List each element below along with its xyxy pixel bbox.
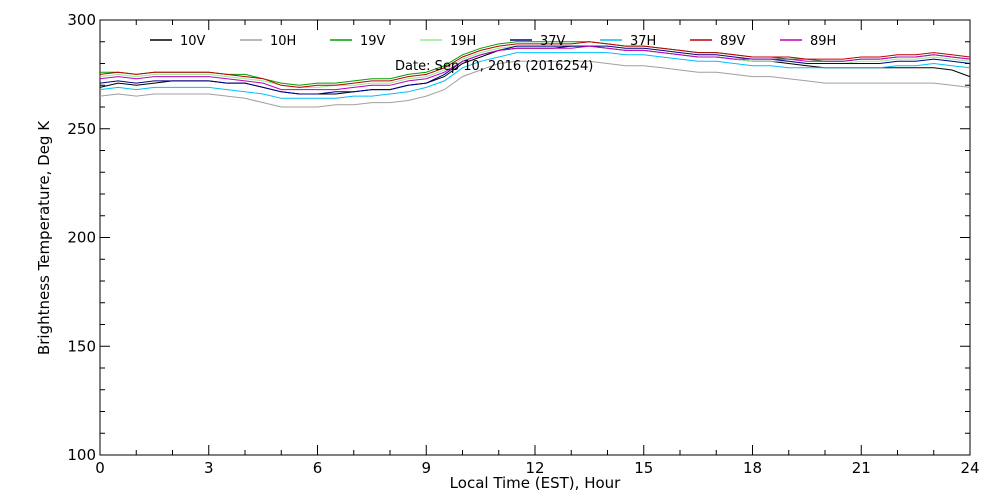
legend-label-19v: 19V: [360, 34, 386, 49]
x-tick-label: 12: [525, 459, 544, 477]
x-tick-label: 18: [743, 459, 762, 477]
series-line-37v: [99, 45, 971, 95]
series-line-10h: [99, 60, 971, 108]
axis-ticks: 0 3 6 9 12 15 18 21 24 100 150 200 250 300: [67, 11, 979, 477]
y-tick-label: 300: [67, 11, 96, 29]
x-tick-label: 6: [313, 459, 323, 477]
y-tick-label: 250: [67, 120, 96, 138]
x-tick-label: 0: [95, 459, 105, 477]
y-tick-label: 150: [67, 337, 96, 355]
legend-label-37h: 37H: [630, 34, 656, 49]
series-line-89h: [99, 45, 971, 91]
x-tick-label: 24: [960, 459, 979, 477]
series-line-89v: [99, 41, 971, 88]
x-axis-title: Local Time (EST), Hour: [450, 474, 621, 492]
y-tick-label: 200: [67, 229, 96, 247]
legend-label-19h: 19H: [450, 34, 476, 49]
x-tick-label: 3: [204, 459, 214, 477]
series-line-37h: [99, 52, 971, 99]
legend-label-89h: 89H: [810, 34, 836, 49]
plot-frame: [99, 19, 971, 456]
y-axis-title: Brightness Temperature, Deg K: [35, 120, 53, 355]
x-tick-label: 21: [852, 459, 871, 477]
series-lines: [99, 41, 971, 108]
x-tick-label: 9: [421, 459, 431, 477]
legend-label-10v: 10V: [180, 34, 206, 49]
y-tick-label: 100: [67, 446, 96, 464]
legend-label-10h: 10H: [270, 34, 296, 49]
legend-label-89v: 89V: [720, 34, 746, 49]
legend: 10V 10H 19V 19H 37V 37H 89V 89H: [150, 34, 836, 49]
x-tick-label: 15: [634, 459, 653, 477]
date-annotation: Date: Sep 10, 2016 (2016254): [395, 59, 593, 74]
legend-label-37v: 37V: [540, 34, 566, 49]
